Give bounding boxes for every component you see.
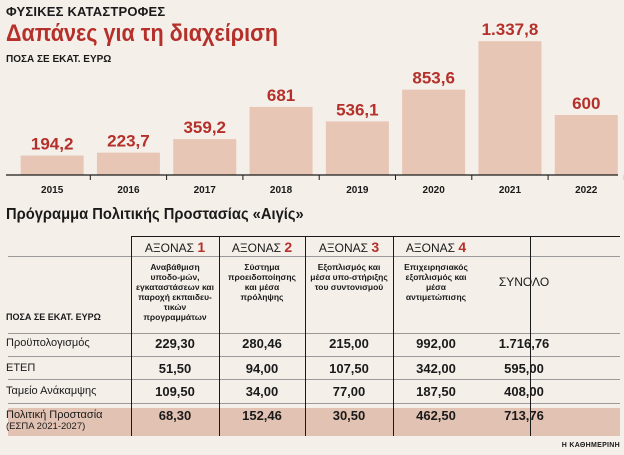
table-cell: 94,00 [245, 361, 279, 376]
table-cell: 51,50 [158, 361, 192, 376]
x-tick-2022: 2022 [575, 185, 598, 196]
table-rule [8, 256, 620, 257]
table-cell: 68,30 [158, 408, 192, 423]
bar-chart: 194,2 2015 223,7 2016 359,2 2017 681 2018 536,1 2… [6, 20, 624, 196]
table-cell: 595,00 [504, 361, 544, 376]
table-unit-label: ΠΟΣΑ ΣΕ ΕΚΑΤ. ΕΥΡΩ [6, 312, 101, 322]
column-name: ΑΞΟΝΑΣ [318, 241, 369, 255]
row-label: Προϋπολογισμός [6, 337, 90, 349]
x-tick-2017: 2017 [194, 185, 217, 196]
row-label: ΕΤΕΠ [6, 362, 36, 374]
bar-2022 [554, 115, 618, 175]
column-head-1: ΑΞΟΝΑΣ 1 [131, 239, 219, 255]
table-cell: 408,00 [504, 384, 544, 399]
table-cell: 152,46 [242, 408, 282, 423]
data-label-2017: 359,2 [183, 118, 226, 137]
column-head-3: ΑΞΟΝΑΣ 3 [305, 239, 393, 255]
column-desc-4: Επιχειρησιακός εξοπλισμός και μέσα αντιμ… [404, 262, 468, 302]
table-rule [8, 356, 620, 357]
data-label-2016: 223,7 [107, 132, 150, 151]
table-cell: 107,50 [329, 361, 369, 376]
table-cell: 34,00 [245, 384, 279, 399]
kicker: ΦΥΣΙΚΕΣ ΚΑΤΑΣΤΡΟΦΕΣ [6, 4, 166, 19]
column-name: ΑΞΟΝΑΣ [144, 241, 195, 255]
table-rule [8, 333, 620, 334]
table-cell: 187,50 [416, 384, 456, 399]
bar-2015 [20, 155, 84, 175]
column-name: ΑΞΟΝΑΣ [405, 241, 456, 255]
column-head-2: ΑΞΟΝΑΣ 2 [219, 239, 305, 255]
table-cell: 1.716,76 [498, 336, 550, 351]
column-name: ΣΥΝΟΛΟ [498, 275, 550, 289]
x-tick-2018: 2018 [270, 185, 293, 196]
chart-title: Δαπάνες για τη διαχείριση [6, 20, 279, 47]
bar-2019 [325, 121, 389, 175]
table-cell: 992,00 [416, 336, 456, 351]
column-desc-2: Σύστημα προειδοποίησης και μέσα πρόληψης [228, 262, 296, 302]
x-tick-2015: 2015 [41, 185, 64, 196]
data-label-2015: 194,2 [31, 135, 74, 154]
table-cell: 77,00 [332, 384, 366, 399]
column-number: 3 [371, 239, 380, 255]
x-tick-2019: 2019 [346, 185, 369, 196]
column-desc-1: Αναβάθμιση υποδο-μών, εγκαταστάσεων και … [136, 262, 214, 322]
column-head-4: ΑΞΟΝΑΣ 4 [393, 239, 479, 255]
data-label-2021: 1.337,8 [482, 20, 539, 39]
row-label: Πολιτική Προστασία [6, 409, 103, 421]
data-label-2019: 536,1 [336, 100, 379, 119]
data-label-2020: 853,6 [412, 69, 455, 88]
data-label-2022: 600 [572, 94, 600, 113]
column-number: 1 [197, 239, 206, 255]
table-cell: 713,76 [504, 408, 544, 423]
table-title: Πρόγραμμα Πολιτικής Προστασίας «Αιγίς» [6, 206, 304, 223]
unit-label: ΠΟΣΑ ΣΕ ΕΚΑΤ. ΕΥΡΩ [6, 54, 112, 65]
table-cell: 342,00 [416, 361, 456, 376]
column-name: ΑΞΟΝΑΣ [231, 241, 282, 255]
column-head-5: ΣΥΝΟΛΟ [479, 275, 569, 291]
bar-2018 [249, 106, 313, 175]
table-cell: 462,50 [416, 408, 456, 423]
x-tick-2016: 2016 [117, 185, 140, 196]
table-rule [131, 236, 620, 237]
x-tick-2021: 2021 [499, 185, 522, 196]
column-desc-3: Εξοπλισμός και μέσα υπο-στήριξης του συν… [310, 262, 388, 292]
bar-2017 [173, 139, 237, 175]
x-tick-2020: 2020 [423, 185, 446, 196]
bar-2021 [478, 41, 542, 175]
table-rule [8, 403, 620, 404]
row-label-sub: (ΕΣΠΑ 2021-2027) [6, 421, 86, 432]
data-label-2018: 681 [267, 86, 295, 105]
table-cell: 229,30 [155, 336, 195, 351]
table-cell: 30,50 [332, 408, 366, 423]
table-cell: 109,50 [155, 384, 195, 399]
bar-2020 [402, 89, 466, 175]
table-cell: 280,46 [242, 336, 282, 351]
bar-2016 [96, 152, 160, 175]
table-rule [8, 379, 620, 380]
credit: Η ΚΑΘΗΜΕΡΙΝΗ [561, 442, 620, 449]
column-number: 2 [284, 239, 293, 255]
table-cell: 215,00 [329, 336, 369, 351]
row-label: Ταμείο Ανάκαμψης [6, 385, 97, 397]
column-number: 4 [458, 239, 467, 255]
